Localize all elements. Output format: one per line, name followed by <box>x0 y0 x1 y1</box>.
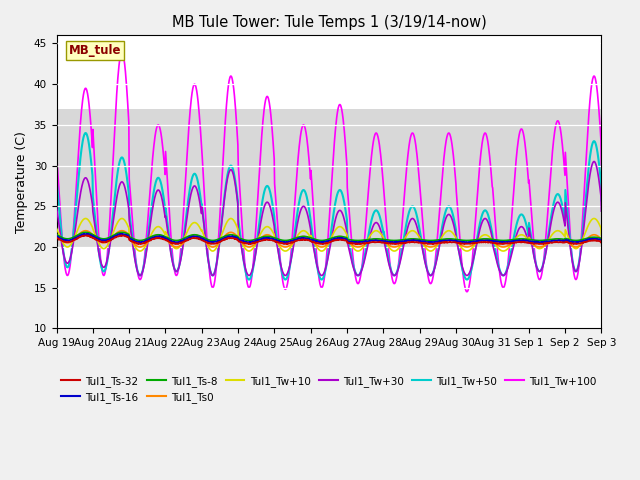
Tul1_Ts0 <box>485 237 493 242</box>
Tul1_Tw+100 <box>598 164 605 170</box>
Bar <box>56 108 602 247</box>
Tul1_Ts-32 <box>414 240 422 245</box>
Tul1_Tw+50 <box>82 130 90 136</box>
Tul1_Tw+100 <box>52 150 60 156</box>
Line: Tul1_Ts-32: Tul1_Ts-32 <box>56 235 602 244</box>
Tul1_Tw+10 <box>52 226 60 231</box>
Tul1_Ts0 <box>174 244 182 250</box>
Tul1_Tw+30 <box>499 273 507 278</box>
Tul1_Ts-8 <box>485 236 493 242</box>
Tul1_Ts-8 <box>598 237 605 242</box>
Tul1_Tw+100 <box>235 174 243 180</box>
Tul1_Tw+50 <box>174 266 182 272</box>
Tul1_Tw+10 <box>499 248 507 254</box>
Tul1_Tw+30 <box>161 209 168 215</box>
Tul1_Tw+30 <box>598 208 605 214</box>
Tul1_Ts-8 <box>499 238 507 243</box>
Tul1_Tw+50 <box>598 198 605 204</box>
Tul1_Tw+50 <box>463 276 471 282</box>
Tul1_Ts-8 <box>82 229 90 235</box>
Tul1_Ts0 <box>82 228 90 234</box>
Tul1_Tw+10 <box>484 233 492 239</box>
Tul1_Ts0 <box>235 237 243 243</box>
Tul1_Ts0 <box>414 238 422 243</box>
Tul1_Ts-16 <box>118 231 125 237</box>
Line: Tul1_Tw+50: Tul1_Tw+50 <box>56 133 602 279</box>
Tul1_Tw+30 <box>590 158 598 164</box>
Title: MB Tule Tower: Tule Temps 1 (3/19/14-now): MB Tule Tower: Tule Temps 1 (3/19/14-now… <box>172 15 486 30</box>
Tul1_Tw+30 <box>174 267 182 273</box>
Tul1_Ts-32 <box>52 235 60 240</box>
Tul1_Tw+50 <box>485 216 493 222</box>
Tul1_Tw+10 <box>174 245 182 251</box>
Tul1_Tw+30 <box>52 204 60 210</box>
Tul1_Tw+10 <box>533 245 541 251</box>
Tul1_Tw+100 <box>118 49 126 55</box>
Tul1_Tw+100 <box>174 269 182 275</box>
Tul1_Tw+30 <box>484 220 492 226</box>
Tul1_Ts-32 <box>319 241 327 247</box>
Tul1_Ts-16 <box>533 239 541 244</box>
Tul1_Tw+100 <box>534 271 541 276</box>
Tul1_Tw+10 <box>590 216 598 221</box>
Tul1_Tw+10 <box>235 233 243 239</box>
Tul1_Tw+100 <box>463 289 471 295</box>
Tul1_Ts-16 <box>414 238 422 243</box>
Tul1_Ts-16 <box>52 233 60 239</box>
Tul1_Ts-16 <box>485 238 493 243</box>
Tul1_Ts-32 <box>534 241 541 247</box>
Tul1_Ts0 <box>52 232 60 238</box>
Tul1_Tw+50 <box>235 222 243 228</box>
Tul1_Tw+50 <box>161 204 169 209</box>
Tul1_Tw+100 <box>414 159 422 165</box>
Tul1_Ts-32 <box>485 239 493 245</box>
Tul1_Tw+10 <box>161 230 168 236</box>
Tul1_Ts-32 <box>598 240 605 246</box>
Line: Tul1_Tw+10: Tul1_Tw+10 <box>56 218 602 251</box>
Tul1_Ts-16 <box>235 237 243 243</box>
Tul1_Ts-16 <box>534 240 541 245</box>
Line: Tul1_Tw+30: Tul1_Tw+30 <box>56 161 602 276</box>
Tul1_Ts-8 <box>52 232 60 238</box>
Tul1_Ts-8 <box>534 238 541 243</box>
Tul1_Ts-32 <box>161 237 169 242</box>
Tul1_Tw+10 <box>413 231 421 237</box>
Tul1_Tw+30 <box>533 265 541 271</box>
Tul1_Ts0 <box>598 238 605 243</box>
Tul1_Tw+100 <box>161 167 169 173</box>
Tul1_Ts-16 <box>161 235 169 241</box>
Tul1_Ts-32 <box>174 241 182 247</box>
Tul1_Tw+100 <box>485 150 493 156</box>
Tul1_Tw+30 <box>235 228 243 233</box>
Line: Tul1_Tw+100: Tul1_Tw+100 <box>56 52 602 292</box>
Tul1_Ts0 <box>499 244 507 250</box>
Tul1_Tw+50 <box>414 216 422 222</box>
Tul1_Tw+50 <box>534 265 541 271</box>
Tul1_Ts0 <box>534 244 541 250</box>
Tul1_Ts-8 <box>174 238 182 243</box>
Line: Tul1_Ts0: Tul1_Ts0 <box>56 231 602 247</box>
Tul1_Ts-16 <box>598 238 605 244</box>
Tul1_Ts-16 <box>174 240 182 245</box>
Line: Tul1_Ts-8: Tul1_Ts-8 <box>56 232 602 240</box>
Tul1_Ts-32 <box>117 232 125 238</box>
Tul1_Ts0 <box>161 236 169 241</box>
Tul1_Ts-32 <box>235 239 243 244</box>
Y-axis label: Temperature (C): Temperature (C) <box>15 131 28 233</box>
Tul1_Ts-8 <box>235 235 243 241</box>
Tul1_Tw+50 <box>52 177 60 182</box>
Tul1_Tw+10 <box>598 232 605 238</box>
Legend: Tul1_Ts-32, Tul1_Ts-16, Tul1_Ts-8, Tul1_Ts0, Tul1_Tw+10, Tul1_Tw+30, Tul1_Tw+50,: Tul1_Ts-32, Tul1_Ts-16, Tul1_Ts-8, Tul1_… <box>57 372 600 407</box>
Tul1_Tw+30 <box>413 225 421 231</box>
Line: Tul1_Ts-16: Tul1_Ts-16 <box>56 234 602 242</box>
Text: MB_tule: MB_tule <box>68 44 121 58</box>
Tul1_Ts-8 <box>414 236 422 242</box>
Tul1_Ts-8 <box>161 234 169 240</box>
